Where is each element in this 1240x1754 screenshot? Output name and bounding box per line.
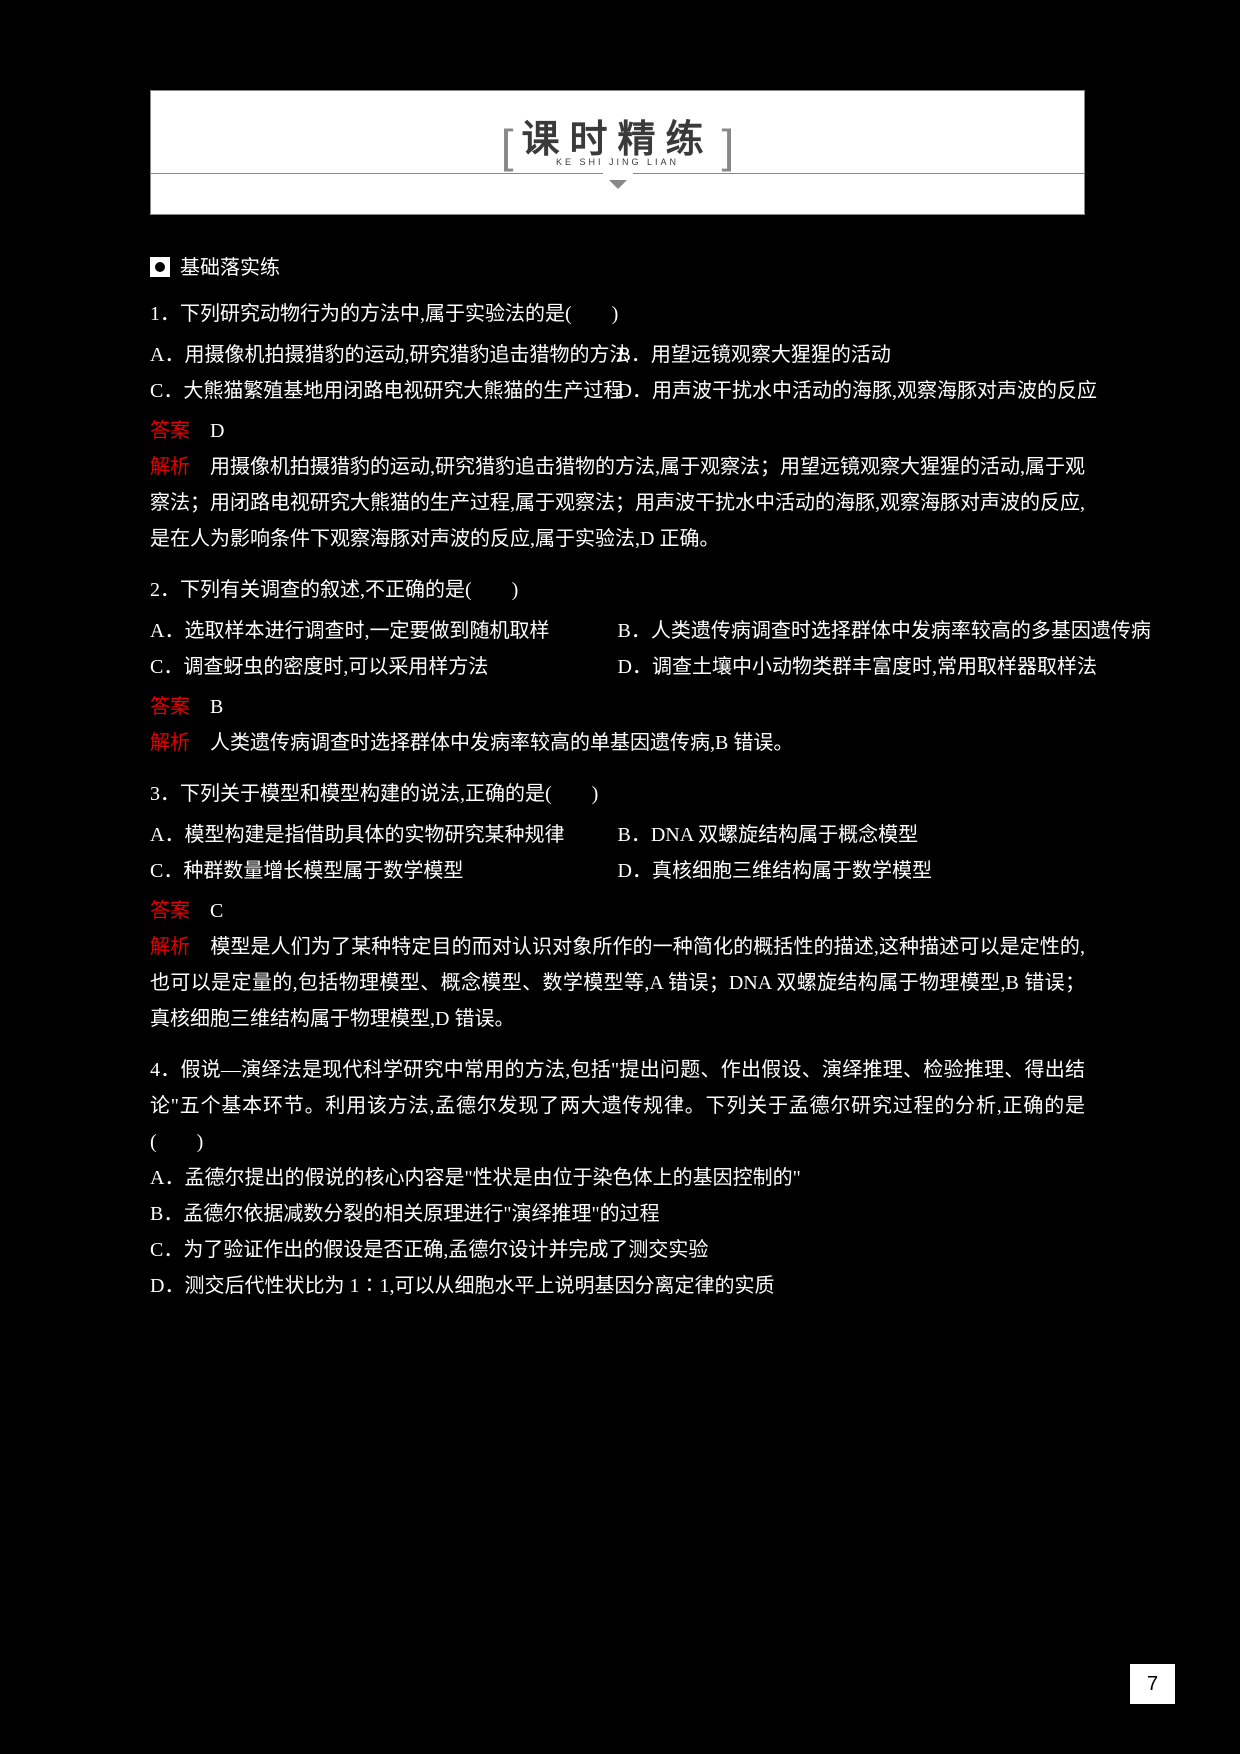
explain-label: 解析 [150, 936, 190, 958]
explain-text: 人类遗传病调查时选择群体中发病率较高的单基因遗传病,B 错误。 [210, 732, 793, 754]
option-a: A．选取样本进行调查时,一定要做到随机取样 [150, 613, 618, 649]
question-stem: 1．下列研究动物行为的方法中,属于实验法的是( ) [150, 296, 1085, 332]
bullet-icon [150, 257, 170, 277]
option-list: A．选取样本进行调查时,一定要做到随机取样 B．人类遗传病调查时选择群体中发病率… [150, 613, 1085, 685]
title-pinyin: KE SHI JING LIAN [556, 157, 679, 167]
section-title-text: 基础落实练 [180, 257, 280, 279]
question-block: 4．假说—演绎法是现代科学研究中常用的方法,包括"提出问题、作出假设、演绎推理、… [150, 1052, 1085, 1304]
option-list: A．孟德尔提出的假说的核心内容是"性状是由位于染色体上的基因控制的" B．孟德尔… [150, 1160, 1085, 1304]
explain-text: 模型是人们为了某种特定目的而对认识对象所作的一种简化的概括性的描述,这种描述可以… [150, 936, 1085, 1030]
answer-value: B [210, 696, 223, 718]
header-title: [ 课时精练 KE SHI JING LIAN ] [151, 121, 1084, 167]
explain-line: 解析 模型是人们为了某种特定目的而对认识对象所作的一种简化的概括性的描述,这种描… [150, 929, 1085, 1037]
explain-text: 用摄像机拍摄猎豹的运动,研究猎豹追击猎物的方法,属于观察法；用望远镜观察大猩猩的… [150, 456, 1085, 550]
option-b: B．DNA 双螺旋结构属于概念模型 [618, 817, 1086, 853]
title-text-group: 课时精练 KE SHI JING LIAN [521, 121, 713, 167]
answer-value: C [210, 900, 223, 922]
option-c: C．为了验证作出的假设是否正确,孟德尔设计并完成了测交实验 [150, 1232, 1085, 1268]
option-c: C．种群数量增长模型属于数学模型 [150, 853, 618, 889]
option-a: A．孟德尔提出的假说的核心内容是"性状是由位于染色体上的基因控制的" [150, 1160, 1085, 1196]
option-d: D．用声波干扰水中活动的海豚,观察海豚对声波的反应 [618, 373, 1086, 409]
option-b: B．孟德尔依据减数分裂的相关原理进行"演绎推理"的过程 [150, 1196, 1085, 1232]
section-heading: 基础落实练 [150, 250, 1085, 286]
explain-line: 解析 用摄像机拍摄猎豹的运动,研究猎豹追击猎物的方法,属于观察法；用望远镜观察大… [150, 449, 1085, 557]
option-d: D．测交后代性状比为 1∶1,可以从细胞水平上说明基因分离定律的实质 [150, 1268, 1085, 1304]
answer-label: 答案 [150, 696, 190, 718]
question-block: 3．下列关于模型和模型构建的说法,正确的是( ) A．模型构建是指借助具体的实物… [150, 776, 1085, 1037]
explain-label: 解析 [150, 456, 190, 478]
answer-value: D [210, 420, 224, 442]
option-a: A．用摄像机拍摄猎豹的运动,研究猎豹追击猎物的方法 [150, 337, 618, 373]
question-block: 2．下列有关调查的叙述,不正确的是( ) A．选取样本进行调查时,一定要做到随机… [150, 572, 1085, 761]
bracket-left-icon: [ [501, 123, 514, 169]
explain-line: 解析 人类遗传病调查时选择群体中发病率较高的单基因遗传病,B 错误。 [150, 725, 1085, 761]
explain-label: 解析 [150, 732, 190, 754]
chevron-down-icon [603, 173, 633, 191]
option-list: A．模型构建是指借助具体的实物研究某种规律 B．DNA 双螺旋结构属于概念模型 … [150, 817, 1085, 889]
option-c: C．调查蚜虫的密度时,可以采用样方法 [150, 649, 618, 685]
question-stem: 3．下列关于模型和模型构建的说法,正确的是( ) [150, 776, 1085, 812]
page-content: [ 课时精练 KE SHI JING LIAN ] 基础落实练 1．下列研究动物… [150, 90, 1085, 1319]
option-b: B．人类遗传病调查时选择群体中发病率较高的多基因遗传病 [618, 613, 1086, 649]
option-c: C．大熊猫繁殖基地用闭路电视研究大熊猫的生产过程 [150, 373, 618, 409]
option-d: D．真核细胞三维结构属于数学模型 [618, 853, 1086, 889]
question-block: 1．下列研究动物行为的方法中,属于实验法的是( ) A．用摄像机拍摄猎豹的运动,… [150, 296, 1085, 557]
option-d: D．调查土壤中小动物类群丰富度时,常用取样器取样法 [618, 649, 1086, 685]
content-body: 基础落实练 1．下列研究动物行为的方法中,属于实验法的是( ) A．用摄像机拍摄… [150, 250, 1085, 1304]
header-banner: [ 课时精练 KE SHI JING LIAN ] [150, 90, 1085, 215]
answer-line: 答案 C [150, 893, 1085, 929]
option-b: B．用望远镜观察大猩猩的活动 [618, 337, 1086, 373]
option-a: A．模型构建是指借助具体的实物研究某种规律 [150, 817, 618, 853]
answer-line: 答案 D [150, 413, 1085, 449]
answer-label: 答案 [150, 900, 190, 922]
bracket-right-icon: ] [722, 123, 735, 169]
answer-label: 答案 [150, 420, 190, 442]
answer-line: 答案 B [150, 689, 1085, 725]
title-chinese: 课时精练 [521, 121, 713, 159]
question-stem: 4．假说—演绎法是现代科学研究中常用的方法,包括"提出问题、作出假设、演绎推理、… [150, 1052, 1085, 1160]
page-number: 7 [1130, 1664, 1175, 1704]
option-list: A．用摄像机拍摄猎豹的运动,研究猎豹追击猎物的方法 B．用望远镜观察大猩猩的活动… [150, 337, 1085, 409]
question-stem: 2．下列有关调查的叙述,不正确的是( ) [150, 572, 1085, 608]
